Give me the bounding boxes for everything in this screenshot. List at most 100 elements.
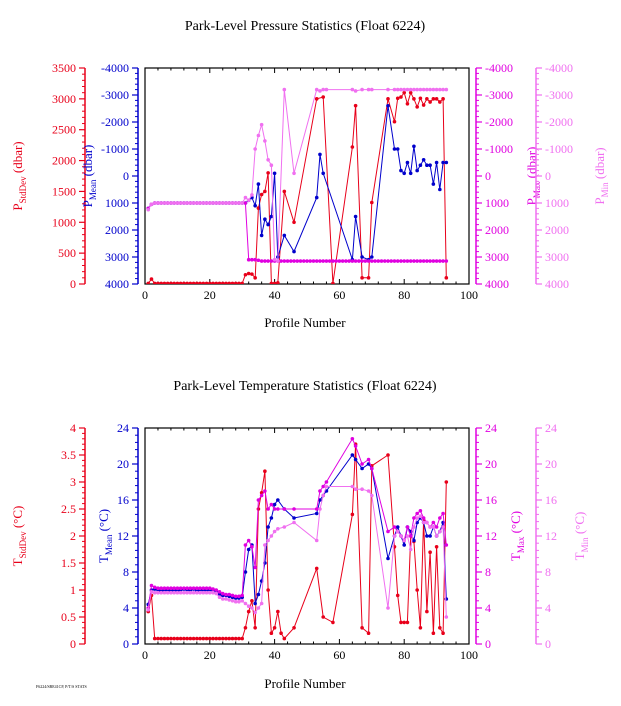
min-data-point — [434, 534, 439, 538]
max-data-point — [178, 586, 183, 590]
max-data-point — [152, 585, 157, 590]
stddev-tick-label: 1 — [70, 583, 76, 597]
x-tick-label: 20 — [204, 648, 216, 662]
min-data-point — [201, 201, 206, 205]
min-data-point — [386, 87, 390, 92]
stddev-tick-label: 3000 — [52, 92, 76, 106]
min-data-point — [272, 529, 277, 534]
stddev-tick-label: 0 — [70, 277, 76, 291]
min-data-point — [405, 87, 410, 92]
stddev-data-point — [237, 281, 241, 284]
max-data-point — [379, 259, 384, 263]
mean-tick-label: 0 — [123, 169, 129, 183]
plot-frame — [144, 427, 470, 645]
max-data-point — [243, 543, 248, 547]
stddev-data-point — [159, 281, 163, 284]
mean-data-point — [314, 195, 319, 200]
stddev-data-point — [146, 281, 151, 284]
stddev-tick-label: 1000 — [52, 215, 76, 229]
max-data-point — [289, 259, 293, 263]
max-data-point — [263, 489, 267, 493]
min-data-point — [395, 529, 400, 534]
min-data-point — [230, 599, 235, 603]
min-data-point — [353, 487, 358, 492]
stddev-data-point — [386, 97, 390, 101]
min-data-point — [366, 87, 371, 92]
max-data-point — [366, 457, 371, 462]
min-data-point — [431, 525, 436, 529]
min-data-point — [386, 606, 390, 610]
min-data-point — [220, 597, 225, 601]
max-data-point — [253, 257, 257, 262]
stddev-data-point — [441, 631, 445, 635]
stddev-tick-label: 2.5 — [61, 502, 76, 516]
mean-tick-label: -1000 — [101, 142, 129, 156]
max-data-point — [389, 259, 394, 263]
max-data-point — [250, 257, 254, 262]
min-data-point — [350, 484, 355, 489]
max-tick-label: -3000 — [485, 88, 513, 102]
min-data-point — [250, 193, 254, 197]
min-data-point — [402, 87, 407, 92]
max-data-point — [149, 583, 154, 588]
stddev-data-point — [321, 615, 326, 619]
mean-data-point — [360, 255, 364, 259]
stddev-data-point — [395, 593, 400, 598]
stddev-data-point — [227, 636, 232, 641]
min-data-point — [208, 590, 212, 595]
stddev-data-point — [201, 636, 206, 641]
stddev-data-point — [178, 636, 183, 641]
min-data-point — [185, 201, 189, 205]
max-data-point — [408, 534, 413, 538]
mean-data-point — [217, 592, 222, 597]
min-data-point — [282, 87, 287, 92]
min-data-point — [418, 514, 423, 518]
min-data-point — [434, 87, 439, 92]
min-data-point — [276, 527, 280, 531]
stddev-data-point — [331, 281, 335, 284]
stddev-data-point — [386, 453, 390, 457]
min-data-point — [149, 202, 154, 207]
stddev-data-point — [243, 626, 248, 630]
stddev-tick-label: 1500 — [52, 184, 76, 198]
stddev-data-point — [169, 281, 173, 284]
max-data-point — [360, 259, 364, 263]
min-tick-label: 8 — [545, 565, 551, 579]
max-data-point — [444, 543, 449, 547]
min-data-point — [360, 487, 364, 492]
x-tick-label: 60 — [333, 648, 345, 662]
stddev-data-point — [204, 281, 209, 284]
mean-data-point — [402, 171, 407, 176]
max-series — [146, 201, 449, 263]
stddev-data-point — [272, 281, 277, 284]
x-tick-label: 0 — [142, 648, 148, 662]
mean-data-point — [428, 163, 432, 167]
min-data-point — [172, 590, 176, 595]
mean-data-point — [444, 597, 449, 601]
footnote: F6224/SBE41CP, P/T/S STATS — [36, 684, 87, 690]
stddev-tick-label: 4 — [70, 421, 76, 435]
stddev-data-point — [269, 631, 274, 635]
temperature-chart-title: Park-Level Temperature Statistics (Float… — [173, 379, 436, 394]
max-data-point — [253, 565, 257, 570]
stddev-data-point — [217, 281, 222, 284]
min-data-point — [256, 606, 261, 610]
min-data-point — [204, 201, 209, 205]
min-data-point — [201, 590, 206, 595]
stddev-data-point — [415, 588, 419, 592]
mean-axis-label: TMean (°C) — [96, 509, 114, 563]
min-data-point — [366, 489, 371, 493]
min-data-point — [276, 259, 280, 263]
stddev-data-point — [211, 636, 215, 641]
stddev-data-point — [188, 281, 193, 284]
mean-data-point — [395, 147, 400, 151]
min-data-point — [243, 601, 248, 606]
max-data-point — [444, 259, 449, 263]
max-data-point — [246, 538, 251, 543]
min-data-point — [240, 599, 244, 603]
max-data-point — [175, 586, 180, 590]
min-data-point — [402, 538, 407, 543]
min-data-point — [191, 590, 196, 595]
min-axis-label: TMin (°C) — [572, 512, 590, 561]
min-data-point — [243, 195, 248, 200]
